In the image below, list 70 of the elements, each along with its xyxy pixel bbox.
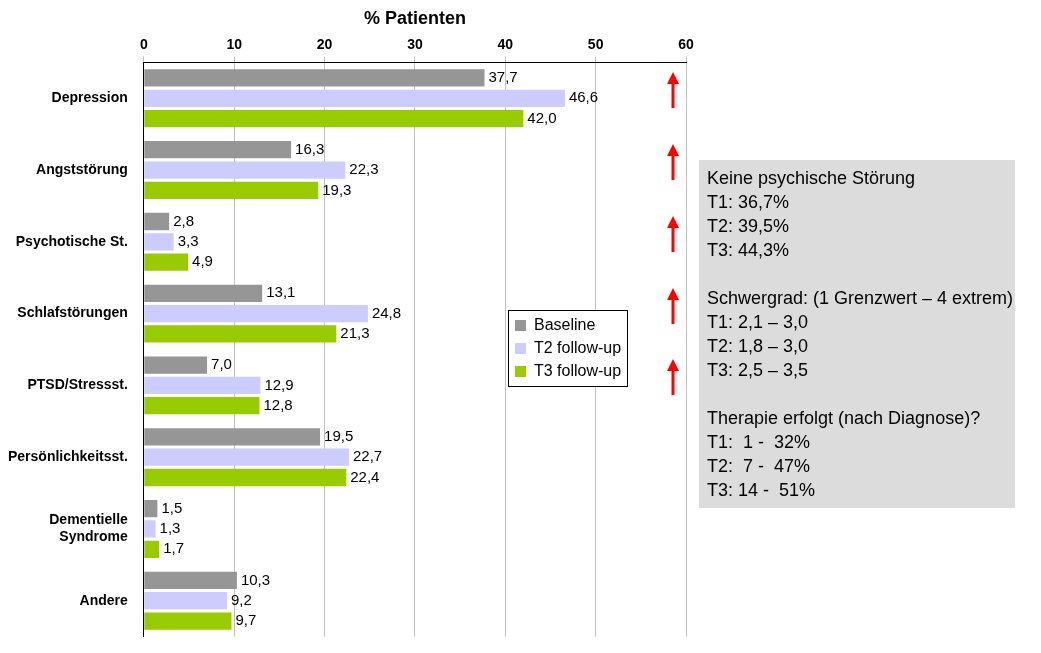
data-label: 1,3 — [159, 519, 181, 537]
y-tick-label: Psychotische St. — [15, 232, 128, 249]
bar — [144, 284, 263, 302]
x-tick-label: 30 — [407, 35, 423, 52]
bar — [144, 161, 346, 179]
y-tick-label: Schlafstörungen — [17, 304, 128, 321]
bar — [144, 89, 565, 107]
data-label: 19,3 — [322, 180, 352, 198]
bar — [144, 304, 368, 323]
data-label: 21,3 — [340, 324, 370, 342]
data-label: 22,3 — [349, 160, 379, 178]
data-label: 12,8 — [263, 395, 293, 413]
text: Therapie erfolgt (nach Diagnose)? T1: 1 - 32% T2: 7 - 47% T3: 14 - 51% — [707, 407, 982, 502]
bar — [144, 325, 337, 343]
text: Keine psychische Störung T1: 36,7% T2: 39,5% T3: 44,3% — [707, 167, 917, 262]
bar — [144, 141, 292, 159]
bar — [144, 69, 485, 87]
y-tick-label: Angststörung — [36, 160, 128, 177]
bar — [144, 571, 237, 590]
data-label: 1,7 — [163, 539, 185, 557]
bar — [144, 397, 260, 415]
y-tick-label: Depression — [51, 89, 128, 106]
data-label: 12,9 — [264, 375, 294, 393]
data-label: 46,6 — [568, 88, 599, 106]
bar — [144, 592, 227, 610]
data-label: 1,5 — [161, 498, 183, 516]
data-label: 37,7 — [488, 68, 518, 86]
bar — [144, 428, 321, 446]
bar — [144, 468, 347, 487]
y-tick-label: PTSD/Stressst. — [27, 376, 128, 393]
data-label: 7,0 — [211, 355, 232, 373]
bar — [144, 540, 160, 558]
legend-label: Baseline — [533, 315, 597, 335]
data-label: 24,8 — [371, 303, 402, 321]
bar — [144, 212, 170, 231]
data-label: 16,3 — [295, 139, 325, 157]
data-label: 2,8 — [173, 211, 194, 229]
data-label: 22,4 — [350, 467, 380, 485]
bar — [144, 181, 319, 200]
legend-label: T2 follow-up — [533, 338, 622, 358]
data-label: 42,0 — [527, 108, 557, 126]
y-tick-label: Andere — [79, 591, 129, 608]
x-tick-label: 0 — [139, 35, 148, 52]
x-tick-label: 20 — [316, 35, 333, 52]
data-label: 13,1 — [266, 283, 296, 301]
bar — [144, 448, 349, 466]
bar — [144, 233, 174, 251]
y-tick-label: Dementielle Syndrome — [49, 511, 129, 545]
bar — [144, 612, 232, 630]
x-tick-label: 10 — [226, 35, 243, 52]
bar — [144, 109, 524, 128]
bar — [144, 253, 189, 271]
data-label: 10,3 — [240, 570, 271, 588]
x-tick-label: 40 — [497, 35, 514, 52]
data-label: 4,9 — [192, 252, 213, 270]
bar — [144, 356, 208, 374]
data-label: 9,2 — [230, 590, 252, 608]
data-label: 19,5 — [324, 426, 354, 444]
y-tick-label: Persönlichkeitsst. — [8, 448, 128, 465]
x-axis-title: % Patienten — [363, 7, 466, 28]
data-label: 9,7 — [235, 611, 257, 629]
x-tick-label: 50 — [587, 35, 604, 52]
legend-label: T3 follow-up — [533, 361, 622, 381]
bar — [144, 499, 158, 518]
bar — [144, 520, 156, 538]
bar — [144, 376, 261, 395]
data-label: 22,7 — [352, 447, 383, 465]
data-label: 3,3 — [177, 231, 199, 249]
text: Schwergrad: (1 Grenzwert – 4 extrem) T1: 2,1 – 3,0 T2: 1,8 – 3,0 T3: 2,5 – 3,5 — [707, 287, 1014, 382]
x-tick-label: 60 — [678, 35, 694, 52]
